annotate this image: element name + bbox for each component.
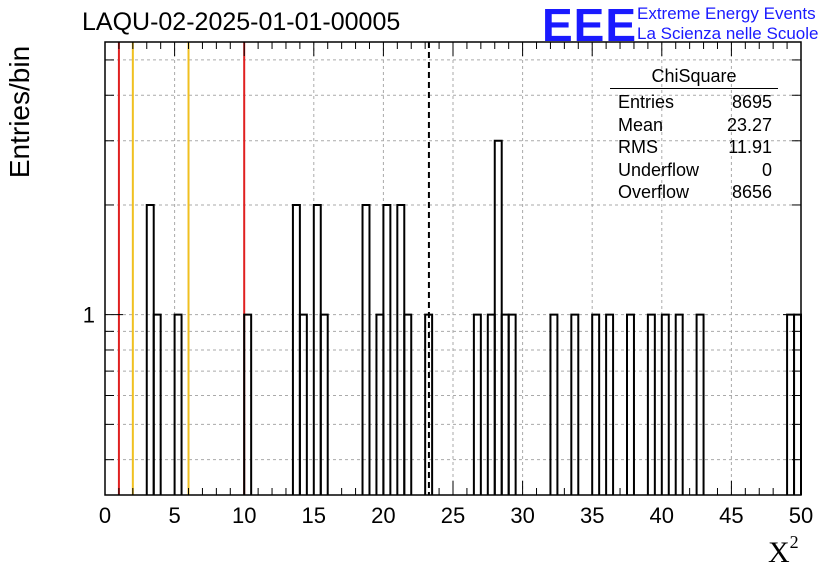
histogram-bin xyxy=(507,313,517,495)
x-tick-label: 5 xyxy=(168,503,180,528)
histogram-bin xyxy=(424,313,434,495)
histogram-bin xyxy=(570,313,580,495)
histogram-bin xyxy=(500,313,510,495)
eee-logo-mark: EEE xyxy=(542,0,638,51)
histogram-bin xyxy=(382,203,392,495)
tick-labels: 0 5 10 15 20 25 30 35 40 45 50 1 xyxy=(83,303,813,528)
histogram-bars xyxy=(145,139,802,495)
grid-lines xyxy=(105,42,801,495)
histogram-bin xyxy=(472,313,482,495)
stats-row-rms: RMS 11.91 xyxy=(610,136,778,159)
stats-value: 23.27 xyxy=(726,114,772,135)
histogram-bin xyxy=(486,313,496,495)
x-tick-label: 0 xyxy=(99,503,111,528)
stats-value: 11.91 xyxy=(728,137,772,157)
stats-value: 8656 xyxy=(731,182,772,202)
histogram-bin xyxy=(549,313,559,495)
stats-row-overflow: Overflow 8656 xyxy=(610,181,778,204)
histogram-bin xyxy=(152,313,162,495)
stats-label: Entries xyxy=(618,92,675,112)
histogram-bin xyxy=(591,313,601,495)
eee-logo-line2: La Scienza nelle Scuole xyxy=(637,24,819,43)
histogram-bin xyxy=(403,313,413,495)
histogram-bin xyxy=(786,313,796,495)
chart-title: LAQU-02-2025-01-01-00005 xyxy=(82,8,401,36)
x-tick-label: 50 xyxy=(789,503,813,528)
histogram-bin xyxy=(173,313,183,495)
stats-label: Overflow xyxy=(618,182,690,202)
plot-frame xyxy=(104,41,802,496)
histogram-bin xyxy=(375,313,385,495)
x-axis-label-superscript: 2 xyxy=(789,532,799,552)
stats-label: RMS xyxy=(618,137,658,157)
x-tick-label: 35 xyxy=(580,503,604,528)
y-axis-label: Entries/bin xyxy=(4,45,35,179)
histogram-bin xyxy=(660,313,670,495)
stats-label: Mean xyxy=(618,114,664,135)
x-tick-label: 25 xyxy=(441,503,465,528)
eee-logo-line1: Extreme Energy Events xyxy=(637,4,816,23)
stats-row-underflow: Underflow 0 xyxy=(610,159,778,182)
x-axis-label-text: X xyxy=(768,536,790,569)
y-tick-label: 1 xyxy=(83,303,95,328)
x-tick-label: 15 xyxy=(302,503,326,528)
x-tick-label: 10 xyxy=(232,503,256,528)
axis-ticks xyxy=(104,42,802,495)
histogram-bin xyxy=(626,313,635,495)
histogram-bin xyxy=(674,313,684,495)
x-tick-label: 30 xyxy=(510,503,534,528)
histogram-bin xyxy=(646,313,656,495)
stats-label: Underflow xyxy=(618,159,700,180)
x-tick-label: 40 xyxy=(650,503,674,528)
stats-value: 8695 xyxy=(731,92,772,112)
x-tick-label: 20 xyxy=(371,503,395,528)
histogram-bin xyxy=(605,313,615,495)
histogram-bin xyxy=(493,139,503,495)
x-tick-label: 45 xyxy=(719,503,743,528)
stats-row-entries: Entries 8695 xyxy=(610,91,778,114)
x-axis-label: X2 xyxy=(768,532,799,570)
stats-row-mean: Mean 23.27 xyxy=(610,114,778,137)
histogram-bin xyxy=(793,313,802,495)
histogram-bin xyxy=(695,313,705,495)
stats-title: ChiSquare xyxy=(610,66,778,89)
stats-value: 0 xyxy=(761,159,772,180)
histogram-bin xyxy=(243,313,253,495)
stats-box: ChiSquare Entries 8695 Mean 23.27 RMS 11.91… xyxy=(610,66,778,204)
histogram-bin xyxy=(298,313,308,495)
histogram-bin xyxy=(361,203,371,495)
histogram-bin xyxy=(319,313,329,495)
